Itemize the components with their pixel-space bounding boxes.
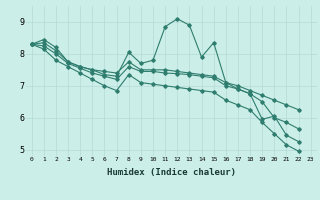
X-axis label: Humidex (Indice chaleur): Humidex (Indice chaleur) bbox=[107, 168, 236, 177]
